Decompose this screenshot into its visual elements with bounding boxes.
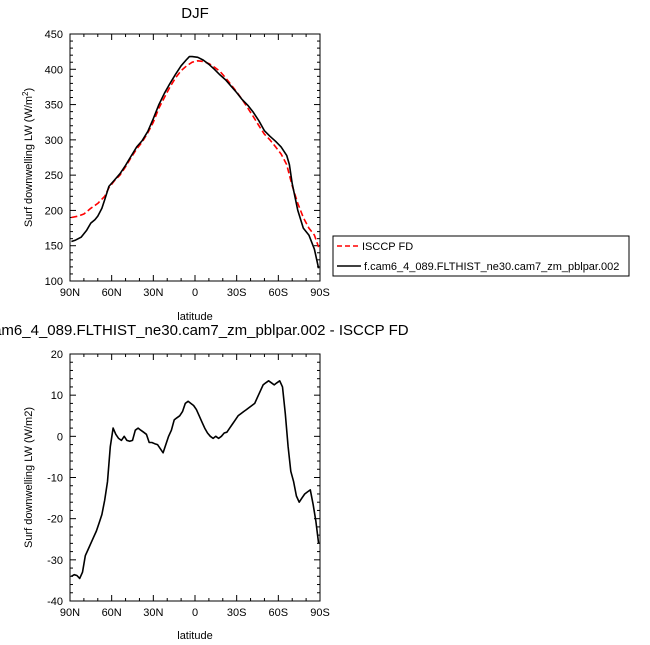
top-y-tick-label: 250 (45, 170, 63, 182)
bottom-x-axis-label: latitude (177, 630, 212, 642)
top-plot-frame (69, 33, 321, 282)
bottom-panel: .cam6_4_089.FLTHIST_ne30.cam7_zm_pblpar.… (0, 322, 409, 642)
bottom-y-tick-label: -10 (47, 473, 63, 485)
top-y-axis-label-main: Surf downwelling LW (W/m (23, 96, 35, 227)
bottom-y-tick-label: -40 (47, 596, 63, 608)
top-y-tick-label: 300 (45, 135, 63, 147)
bottom-x-tick-label: 90S (310, 607, 330, 619)
bottom-y-tick-label: 10 (51, 390, 63, 402)
legend-entry-isccp: ISCCP FD (362, 241, 413, 253)
bottom-y-tick-label: -30 (47, 555, 63, 567)
top-x-tick-label: 0 (192, 287, 198, 299)
bottom-y-tick-label: -20 (47, 514, 63, 526)
top-tick-labels: 90N 60N 30N 0 30S 60S 90S 100 150 200 250 300 350 400… (45, 29, 330, 299)
top-series-line-0 (71, 59, 320, 248)
top-x-tick-label: 90S (310, 287, 330, 299)
legend: ISCCP FD f.cam6_4_089.FLTHIST_ne30.cam7_… (332, 235, 630, 277)
top-y-tick-label: 150 (45, 241, 63, 253)
top-axes-ticks (69, 33, 321, 282)
top-x-tick-label: 30N (143, 287, 163, 299)
bottom-y-axis-label: Surf downwelling LW (W/m2) (23, 407, 35, 548)
bottom-series-group (71, 379, 320, 580)
top-x-tick-label: 90N (60, 287, 80, 299)
top-y-axis-label-superscript: 2 (21, 91, 30, 96)
top-y-axis-label: Surf downwelling LW (W/m2) (21, 88, 36, 227)
top-panel: DJF 90N 60N 30N 0 30S 60S 90S 100 150 200 250 300 35… (21, 5, 330, 323)
bottom-y-tick-label: 20 (51, 349, 63, 361)
top-y-tick-label: 450 (45, 29, 63, 41)
top-y-tick-label: 100 (45, 276, 63, 288)
top-series-group (71, 55, 320, 269)
legend-entry-model: f.cam6_4_089.FLTHIST_ne30.cam7_zm_pblpar… (364, 261, 619, 273)
top-x-tick-label: 30S (227, 287, 247, 299)
top-y-tick-label: 350 (45, 100, 63, 112)
top-chart-title: DJF (181, 5, 209, 22)
bottom-x-tick-label: 30N (143, 607, 163, 619)
top-y-axis-label-close: ) (23, 88, 35, 92)
top-x-axis-label: latitude (177, 311, 212, 323)
bottom-chart-title: .cam6_4_089.FLTHIST_ne30.cam7_zm_pblpar.… (0, 322, 409, 339)
bottom-x-tick-label: 60N (102, 607, 122, 619)
bottom-x-tick-label: 60S (269, 607, 289, 619)
bottom-series-line-0 (71, 379, 320, 580)
bottom-x-tick-label: 90N (60, 607, 80, 619)
bottom-x-tick-label: 0 (192, 607, 198, 619)
bottom-y-tick-label: 0 (57, 431, 63, 443)
top-y-tick-label: 400 (45, 64, 63, 76)
bottom-tick-labels: 90N 60N 30N 0 30S 60S 90S -40 -30 -20 -10 0 10 20 (47, 349, 330, 619)
bottom-plot-frame (69, 353, 321, 602)
legend-box (332, 235, 630, 277)
bottom-x-tick-label: 30S (227, 607, 247, 619)
top-x-tick-label: 60S (269, 287, 289, 299)
top-y-tick-label: 200 (45, 205, 63, 217)
top-x-tick-label: 60N (102, 287, 122, 299)
top-series-line-1 (71, 55, 320, 269)
